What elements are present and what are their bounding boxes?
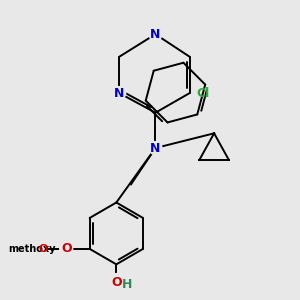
Text: O: O	[61, 242, 71, 255]
Text: methoxy: methoxy	[9, 244, 56, 254]
Text: H: H	[122, 278, 133, 292]
Circle shape	[108, 274, 125, 290]
Circle shape	[60, 242, 73, 255]
Text: N: N	[150, 28, 161, 41]
Circle shape	[149, 142, 162, 154]
Circle shape	[149, 28, 162, 41]
Text: N: N	[114, 87, 124, 100]
Text: Cl: Cl	[196, 87, 209, 100]
Circle shape	[113, 87, 126, 100]
Text: O: O	[111, 275, 122, 289]
Text: O: O	[38, 244, 47, 254]
Text: N: N	[150, 142, 161, 154]
